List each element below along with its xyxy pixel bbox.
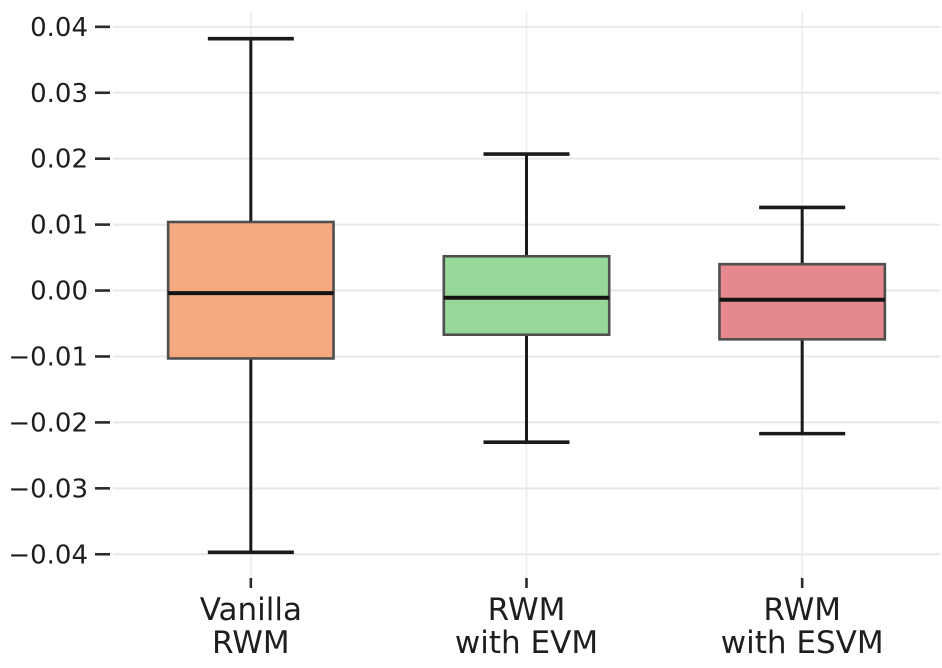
y-tick-label: 0.04 [30, 13, 88, 43]
y-tick-label: 0.00 [30, 277, 88, 307]
y-tick-label: 0.03 [30, 79, 88, 109]
y-tick-label: −0.02 [8, 408, 88, 438]
x-tick-label: RWM with ESVM [721, 592, 884, 661]
y-tick-label: −0.01 [8, 342, 88, 372]
y-tick-label: −0.04 [8, 540, 88, 570]
x-tick-label: Vanilla RWM [200, 592, 302, 661]
y-tick-label: 0.02 [30, 145, 88, 175]
box-vanilla-rwm [166, 220, 335, 360]
y-tick-label: −0.03 [8, 474, 88, 504]
x-tick-label: RWM with EVM [455, 592, 598, 661]
box-rwm-with-evm [442, 254, 611, 337]
y-tick-label: 0.01 [30, 211, 88, 241]
